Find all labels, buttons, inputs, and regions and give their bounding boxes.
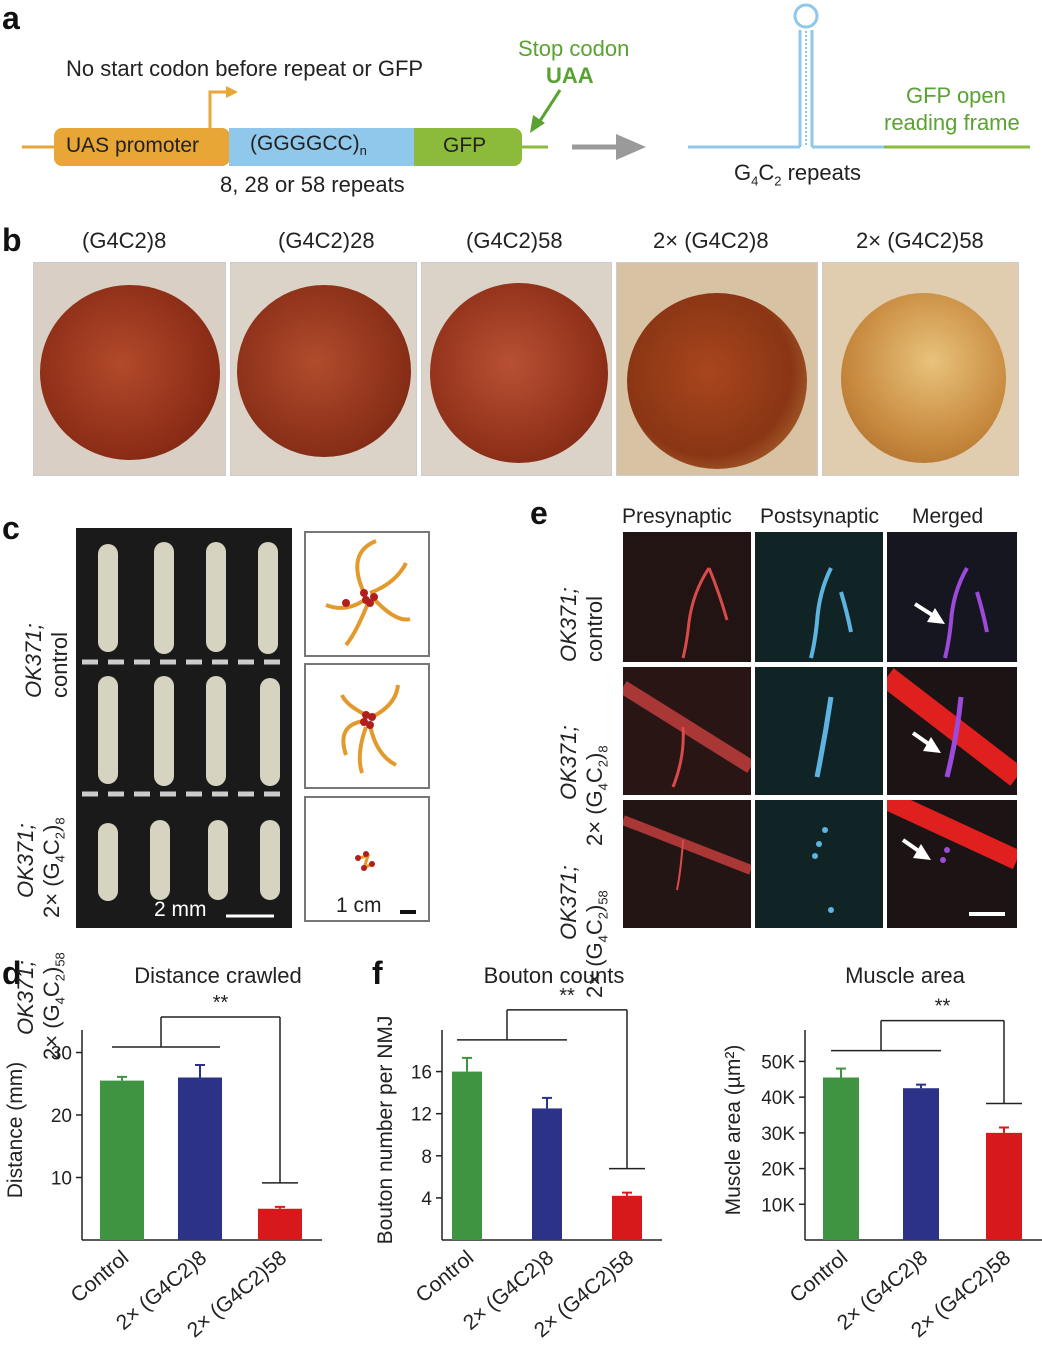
chart-title: Distance crawled (134, 963, 302, 988)
gfp-orf-label-1: GFP open (906, 83, 1006, 108)
larvae-scale-label: 2 mm (154, 898, 207, 921)
micro-post-g4c2-8 (755, 667, 883, 795)
eye-title-2: (G4C2)28 (278, 228, 375, 253)
significance-label: ** (559, 985, 575, 1007)
y-tick-label: 50K (761, 1052, 795, 1073)
bar (612, 1195, 642, 1240)
repeat-counts-label: 8, 28 or 58 repeats (220, 172, 405, 197)
panel-label-c: c (2, 510, 20, 546)
eye-title-4: 2× (G4C2)8 (653, 228, 769, 253)
y-axis-label: Bouton number per NMJ (374, 1016, 397, 1245)
bar (986, 1132, 1022, 1240)
uaa-label: UAA (546, 63, 594, 88)
eye-title-3: (G4C2)58 (466, 228, 563, 253)
significance-label: ** (213, 992, 229, 1014)
y-axis-label: Distance (mm) (4, 1062, 27, 1199)
eye-title-1: (G4C2)8 (82, 228, 167, 253)
eye-image-5 (822, 262, 1019, 476)
bar (258, 1208, 302, 1240)
eye-image-3 (421, 262, 612, 476)
y-tick-label: 20 (51, 1106, 72, 1127)
panel-label-d: d (2, 955, 22, 991)
micro-pre-control (623, 532, 751, 662)
no-start-codon-label: No start codon before repeat or GFP (66, 56, 424, 81)
uas-label: UAS promoter (66, 134, 200, 157)
arrow-icon (923, 737, 941, 753)
panel-label-a: a (2, 0, 20, 36)
y-tick-label: 12 (411, 1105, 432, 1126)
gfp-orf-label-2: reading frame (884, 110, 1020, 135)
panel-a-construct-diagram: No start codon before repeat or GFP Stop… (0, 0, 1042, 210)
y-tick-label: 30K (761, 1124, 795, 1145)
bar-charts: Distance crawled 10 20 30 Distance (mm) Contr… (4, 963, 1042, 1342)
panel-label-e: e (530, 495, 548, 531)
stop-codon-label: Stop codon (518, 36, 630, 61)
y-tick-label: 16 (411, 1063, 432, 1084)
bar (532, 1108, 562, 1240)
y-tick-label: 10 (51, 1169, 72, 1190)
eye-image-2 (230, 262, 417, 476)
bar (100, 1080, 144, 1240)
hairpin-loop (793, 3, 819, 29)
bar (452, 1071, 482, 1240)
promoter-arrow-icon (208, 90, 228, 128)
gfp-label: GFP (443, 134, 487, 157)
y-tick-label: 30 (51, 1044, 72, 1065)
eye-image-4 (616, 262, 818, 476)
x-tick-label: Control (412, 1246, 479, 1307)
x-tick-label: Control (67, 1246, 134, 1307)
e-col-presynaptic: Presynaptic (622, 505, 732, 528)
stop-arrow-icon (530, 115, 545, 133)
arrow-icon (927, 608, 945, 624)
micro-post-control (755, 532, 883, 662)
chart-title: Muscle area (845, 963, 966, 988)
uas-box (54, 128, 230, 166)
panel-label-f: f (372, 955, 383, 991)
y-tick-label: 20K (761, 1160, 795, 1181)
micro-merged-control (887, 532, 1017, 662)
track-box-control (304, 531, 430, 657)
y-tick-label: 8 (421, 1147, 432, 1168)
construct-graphic (22, 3, 1030, 166)
bar (178, 1077, 222, 1240)
gfp-box (414, 128, 522, 166)
panel-c-larvae: OK371; control OK371; 2× (G4C2)8 OK371; … (0, 528, 530, 1060)
y-axis-label: Muscle area (µm²) (722, 1045, 745, 1216)
y-tick-label: 10K (761, 1195, 795, 1216)
micro-merged-g4c2-58 (887, 800, 1017, 928)
repeat-box-label: (GGGGCC)n (250, 132, 367, 159)
micro-post-g4c2-58 (755, 800, 883, 928)
eye-title-5: 2× (G4C2)58 (856, 228, 984, 253)
micro-pre-g4c2-8 (623, 667, 751, 795)
eye-image-1 (33, 262, 226, 476)
micro-pre-g4c2-58 (623, 800, 751, 928)
y-tick-label: 4 (421, 1189, 432, 1210)
chart-title: Bouton counts (484, 963, 625, 988)
tracks-scale-label: 1 cm (336, 894, 382, 917)
arrow-icon (913, 844, 931, 860)
e-col-merged: Merged (912, 505, 984, 528)
track-box-g4c2-58: 1 cm (304, 796, 430, 922)
larvae-photo: 2 mm (76, 528, 292, 928)
bar (903, 1088, 939, 1240)
significance-label: ** (935, 996, 951, 1018)
panel-label-b: b (2, 222, 22, 258)
bar (823, 1077, 859, 1240)
e-col-postsynaptic: Postsynaptic (760, 505, 880, 528)
micro-merged-g4c2-8 (887, 667, 1017, 795)
y-tick-label: 40K (761, 1088, 795, 1109)
track-box-g4c2-8 (304, 663, 430, 789)
repeat-box (229, 128, 415, 166)
g4c2-repeats-label: G4C2 repeats (734, 160, 861, 189)
gray-arrow-icon (616, 134, 646, 160)
x-tick-label: Control (786, 1246, 853, 1307)
